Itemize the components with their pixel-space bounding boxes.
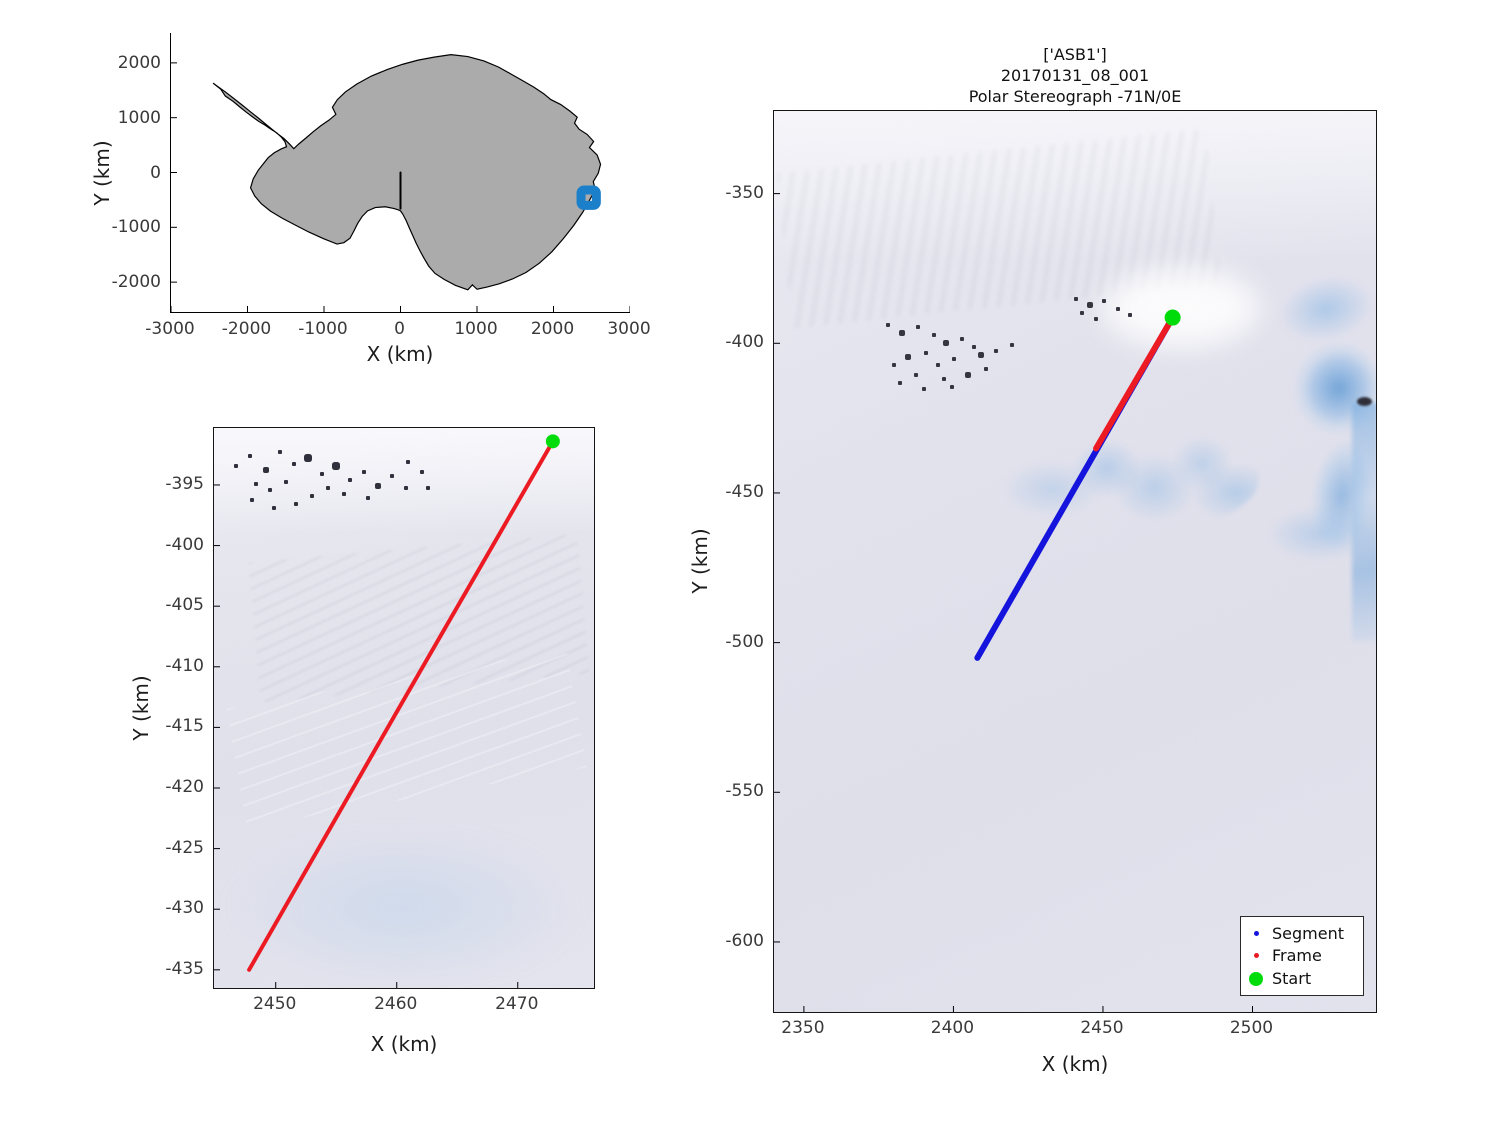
legend-label: Segment (1272, 923, 1344, 943)
series-frame (1093, 314, 1176, 452)
y-tick-label: -410 (165, 655, 204, 676)
y-tick-label: -550 (725, 781, 764, 802)
plot-overview-map (170, 33, 630, 313)
plot-frame-detail (213, 427, 595, 989)
overview-map-data-layer (171, 54, 630, 312)
x-tick-label: 1000 (454, 319, 498, 339)
x-tick-label: 2450 (253, 994, 297, 1014)
legend-item-start: Start (1247, 969, 1357, 988)
title-line-2: 20170131_08_001 (1000, 66, 1150, 85)
y-tick-label: -405 (165, 595, 204, 616)
y-tick-label: -400 (165, 534, 204, 555)
x-tick-label: 2470 (495, 994, 539, 1014)
frame-marker-icon (1247, 953, 1265, 959)
y-tick-label: -350 (725, 182, 764, 203)
y-tick-label: -600 (725, 930, 764, 951)
x-tick-label: 2460 (374, 994, 418, 1014)
y-tick-label: -430 (165, 898, 204, 919)
overview-ylabel: Y (km) (90, 140, 114, 206)
x-tick-label: -1000 (298, 319, 348, 339)
legend-label: Frame (1272, 946, 1322, 966)
x-tick-label: 0 (394, 319, 405, 339)
main-xlabel: X (km) (1041, 1052, 1109, 1076)
main-plot-title: ['ASB1'] 20170131_08_001 Polar Stereogra… (773, 44, 1377, 107)
y-tick-label: -1000 (111, 217, 161, 238)
legend-item-segment: Segment (1247, 924, 1357, 943)
x-tick-label: -3000 (145, 319, 195, 339)
frame-ylabel: Y (km) (129, 675, 153, 741)
legend-label: Start (1272, 969, 1312, 989)
y-tick-label: -2000 (111, 272, 161, 293)
y-tick-label: 2000 (117, 52, 161, 73)
y-tick-label: 0 (150, 162, 161, 183)
series-frame (247, 439, 555, 972)
segment-marker-icon (1247, 930, 1265, 936)
x-tick-label: 2500 (1229, 1018, 1274, 1038)
series-start-marker (545, 434, 560, 449)
x-tick-label: 3000 (607, 319, 651, 339)
x-tick-label: -2000 (221, 319, 272, 339)
start-marker-icon (1247, 971, 1265, 986)
x-tick-label: 2400 (930, 1018, 975, 1038)
y-tick-label: -415 (165, 716, 204, 737)
overview-xlabel: X (km) (366, 342, 434, 366)
main-map-data-layer (774, 193, 1253, 1012)
frame-detail-data-layer (214, 434, 560, 988)
x-tick-label: 2000 (530, 319, 575, 339)
x-tick-label: 2350 (781, 1018, 825, 1038)
y-tick-label: -435 (165, 958, 204, 979)
frame-xlabel: X (km) (370, 1032, 438, 1056)
title-line-3: Polar Stereograph -71N/0E (968, 87, 1182, 106)
y-tick-label: -450 (725, 481, 764, 502)
y-tick-label: -425 (165, 837, 204, 858)
legend-item-frame: Frame (1247, 946, 1357, 965)
series-start-marker (1164, 309, 1181, 326)
series-antarctica-coastline (212, 54, 602, 291)
plot-main-map (773, 110, 1377, 1013)
main-ylabel: Y (km) (688, 528, 712, 594)
y-tick-label: 1000 (117, 107, 161, 128)
y-tick-label: -395 (165, 473, 204, 494)
x-tick-label: 2450 (1080, 1018, 1124, 1038)
y-tick-label: -500 (725, 631, 764, 652)
legend-box: Segment Frame Start (1240, 916, 1364, 996)
title-line-1: ['ASB1'] (1043, 45, 1107, 64)
series-study-area-marker (576, 185, 601, 210)
y-tick-label: -400 (725, 332, 764, 353)
y-tick-label: -420 (165, 777, 204, 797)
